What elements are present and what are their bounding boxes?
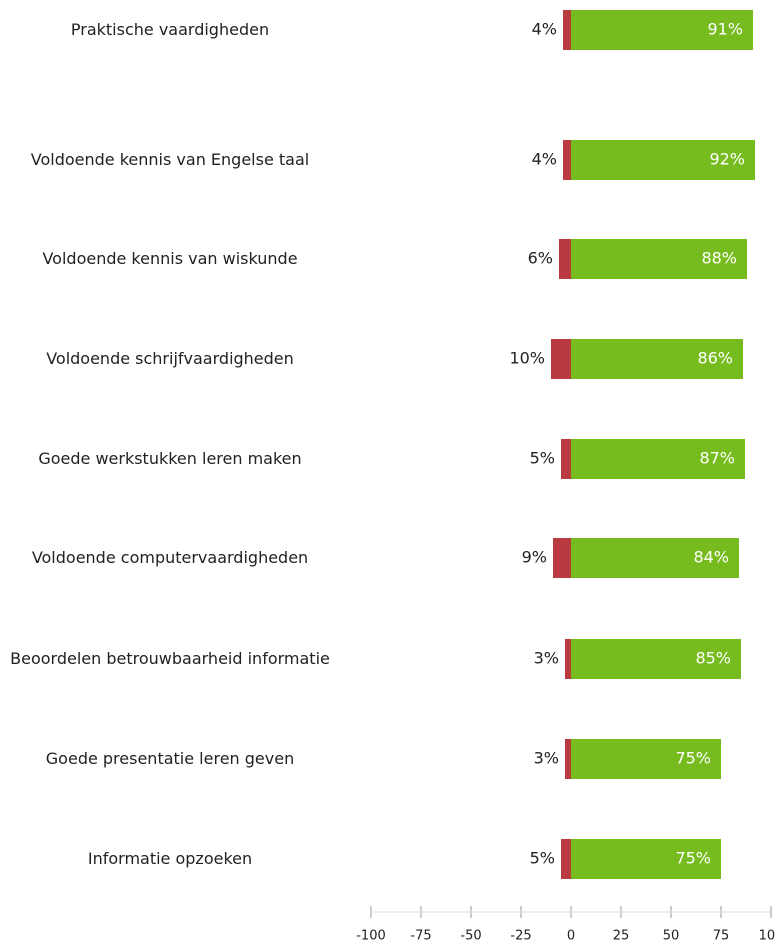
value-label: 9%: [522, 548, 547, 567]
value-label: 5%: [530, 449, 555, 468]
bar: [561, 439, 571, 479]
value-label: 75%: [675, 849, 711, 868]
bar: [563, 10, 571, 50]
bar: [571, 538, 739, 578]
category-label: Voldoende kennis van wiskunde: [42, 249, 298, 268]
x-tick-label: -100: [356, 929, 386, 944]
value-label: 88%: [701, 249, 737, 268]
value-label: 5%: [530, 849, 555, 868]
value-label: 91%: [707, 20, 743, 39]
value-label: 4%: [532, 150, 557, 169]
x-tick-label: -75: [410, 929, 431, 944]
category-label: Voldoende computervaardigheden: [31, 548, 309, 567]
value-label: 3%: [534, 649, 559, 668]
x-tick-label: 100: [759, 929, 775, 944]
bar: [561, 839, 571, 879]
bar: [571, 10, 753, 50]
x-tick-label: -50: [460, 929, 481, 944]
category-label: Goede werkstukken leren maken: [38, 449, 302, 468]
bar: [565, 639, 571, 679]
bar: [571, 639, 741, 679]
bar: [571, 439, 745, 479]
value-label: 92%: [709, 150, 745, 169]
bar: [571, 339, 743, 379]
category-label: Praktische vaardigheden: [70, 20, 270, 39]
value-label: 10%: [509, 349, 545, 368]
x-tick-label: 25: [613, 929, 630, 944]
bar: [553, 538, 571, 578]
x-tick-label: 75: [713, 929, 730, 944]
category-label: Informatie opzoeken: [87, 849, 253, 868]
value-label: 84%: [693, 548, 729, 567]
bar: [571, 239, 747, 279]
value-label: 6%: [528, 249, 553, 268]
bar: [565, 739, 571, 779]
category-label: Beoordelen betrouwbaarheid informatie: [10, 649, 330, 668]
bar: [551, 339, 571, 379]
bar: [571, 739, 721, 779]
value-label: 3%: [534, 749, 559, 768]
bar: [571, 839, 721, 879]
bar: [571, 140, 755, 180]
x-tick-label: 50: [663, 929, 680, 944]
category-label: Goede presentatie leren geven: [45, 749, 295, 768]
bar: [563, 140, 571, 180]
value-label: 87%: [699, 449, 735, 468]
bar: [559, 239, 571, 279]
value-label: 4%: [532, 20, 557, 39]
x-tick-label: -25: [510, 929, 531, 944]
value-label: 86%: [697, 349, 733, 368]
category-label: Voldoende schrijfvaardigheden: [46, 349, 294, 368]
x-tick-label: 0: [567, 929, 575, 944]
category-label: Voldoende kennis van Engelse taal: [30, 150, 310, 169]
value-label: 75%: [675, 749, 711, 768]
value-label: 85%: [695, 649, 731, 668]
